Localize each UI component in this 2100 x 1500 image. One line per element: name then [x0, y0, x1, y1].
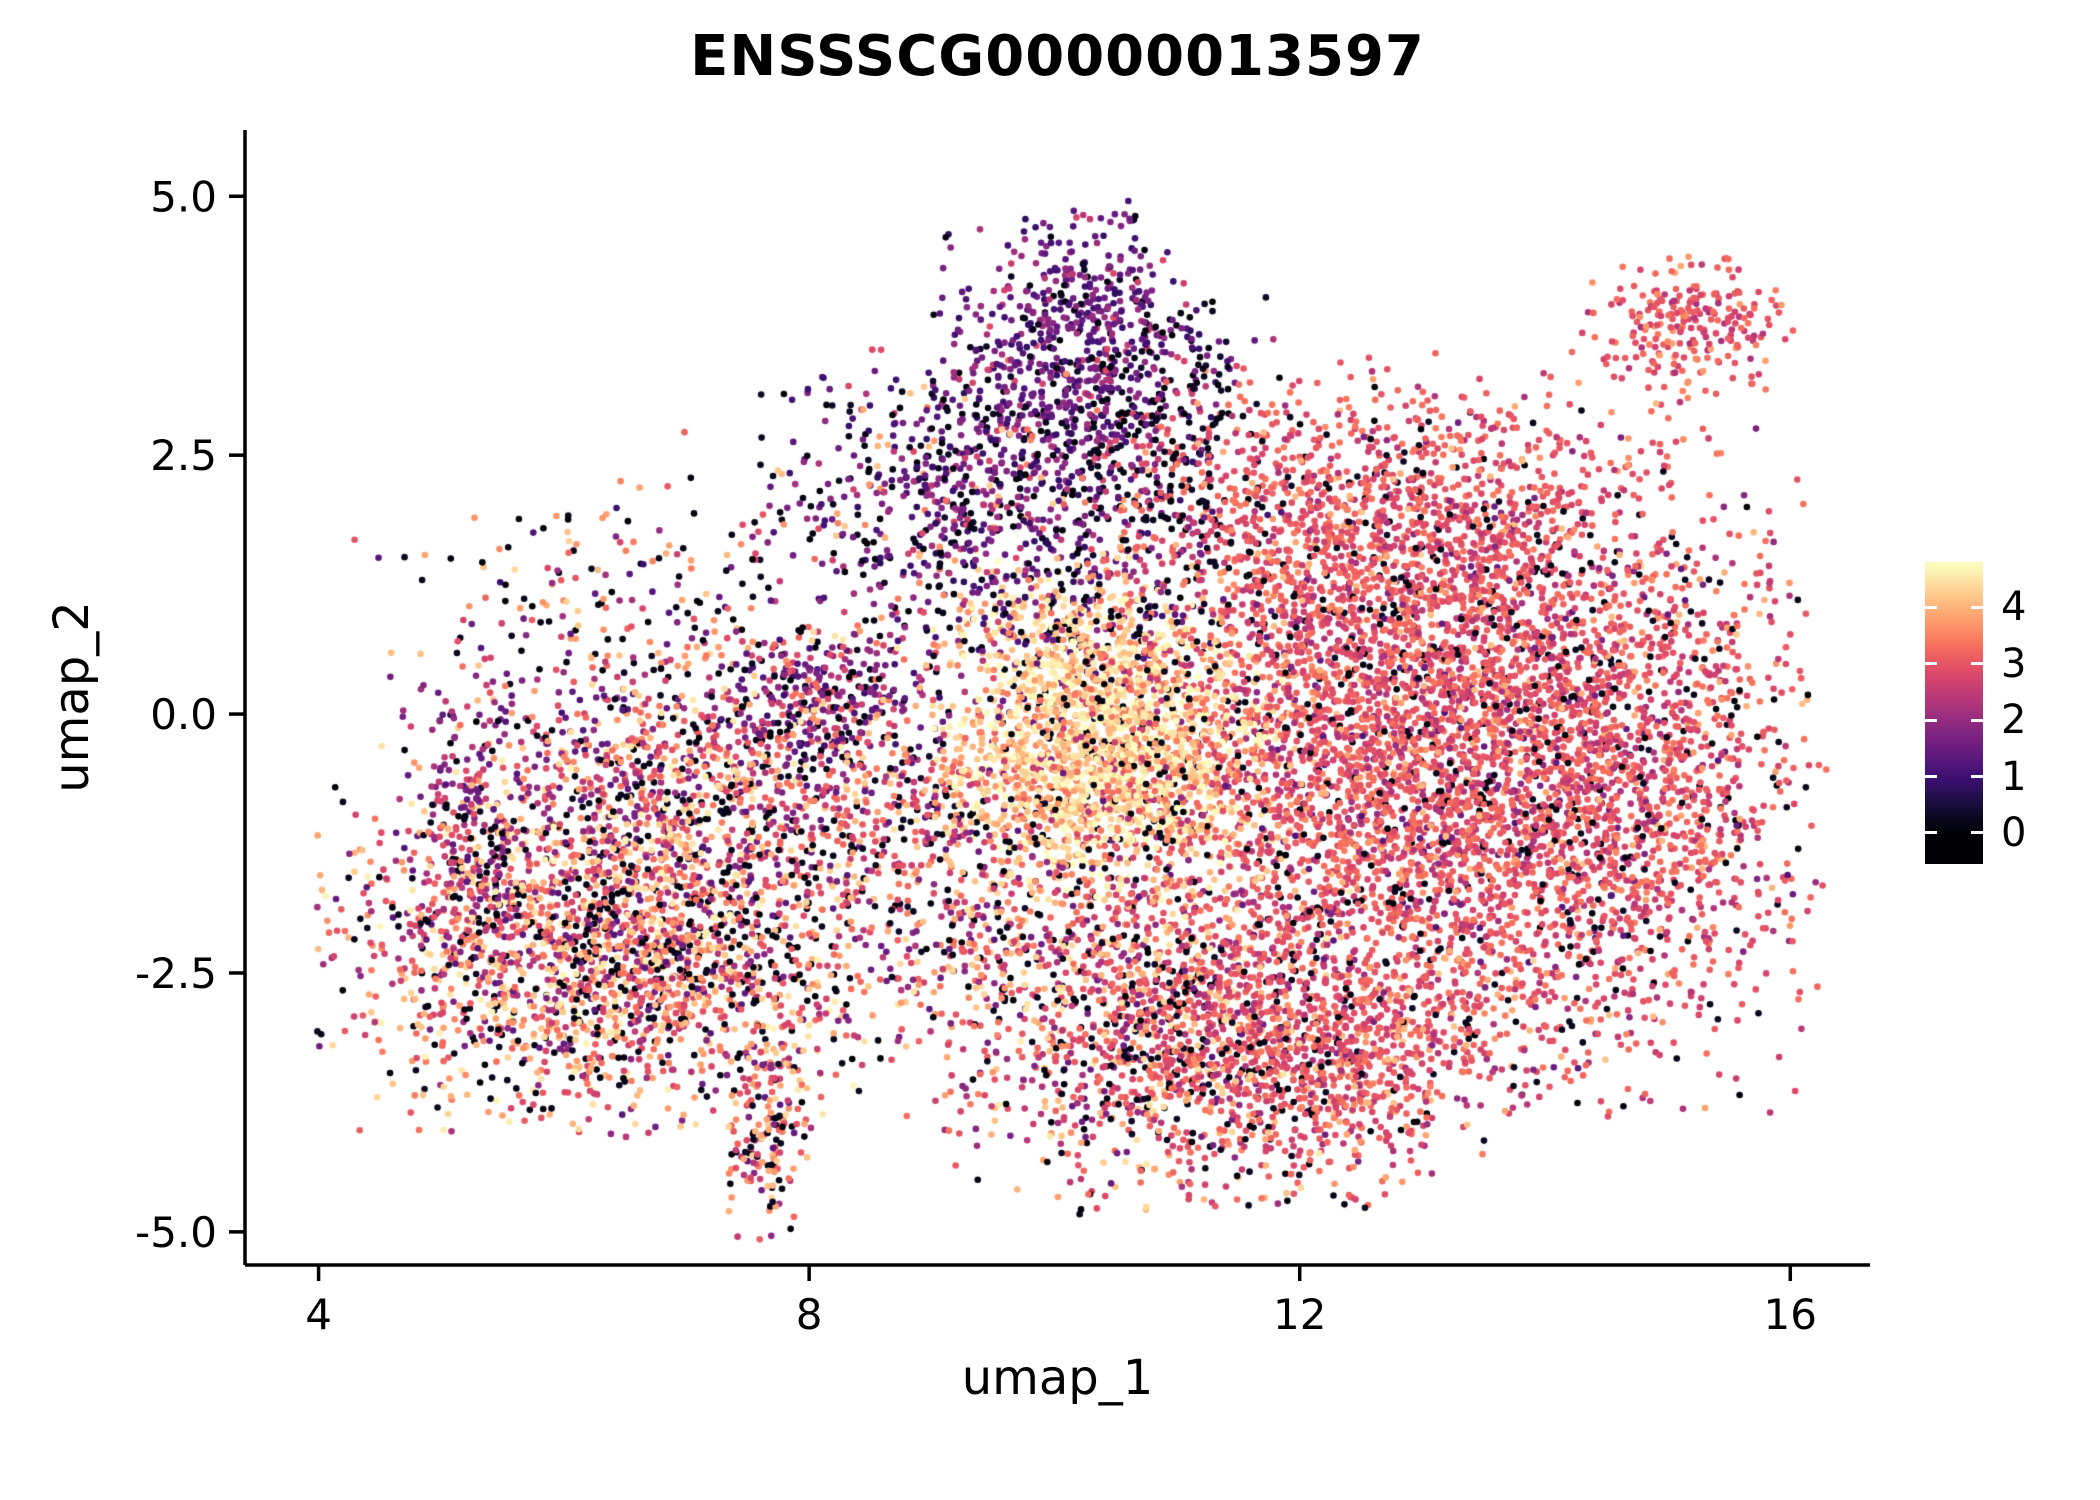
colorbar-tick-label: 4	[2001, 584, 2027, 631]
colorbar: 4 3 2 1 0	[1925, 562, 2100, 864]
colorbar-tick-mark	[1971, 831, 1983, 835]
colorbar-tick-mark	[1925, 831, 1937, 835]
colorbar-tick-label: 1	[2001, 753, 2027, 800]
colorbar-tick-label: 3	[2001, 640, 2027, 687]
colorbar-tick-label: 2	[2001, 697, 2027, 744]
colorbar-tick-mark	[1925, 662, 1937, 666]
y-axis-label: umap_2	[44, 601, 100, 793]
colorbar-tick-mark	[1971, 662, 1983, 666]
colorbar-tick-mark	[1971, 605, 1983, 609]
colorbar-tick-mark	[1925, 775, 1937, 778]
colorbar-tick-mark	[1925, 605, 1937, 609]
colorbar-tick-mark	[1925, 718, 1937, 722]
colorbar-tick-label: 0	[2001, 809, 2027, 856]
colorbar-tick-mark	[1971, 718, 1983, 722]
plot-title: ENSSSCG00000013597	[690, 24, 1425, 89]
colorbar-gradient	[1925, 562, 1983, 864]
x-axis-label: umap_1	[961, 1350, 1154, 1406]
colorbar-tick-mark	[1971, 775, 1983, 778]
